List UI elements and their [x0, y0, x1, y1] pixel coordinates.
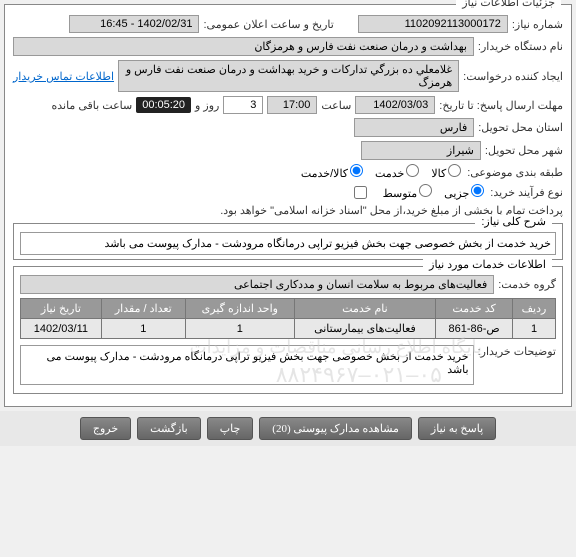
announce-date-value: 1402/02/31 - 16:45 — [69, 15, 199, 33]
buyer-org-value: بهداشت و درمان صنعت نفت فارس و هرمزگان — [13, 37, 474, 56]
table-row: 1ص-86-861فعالیت‌های بیمارستانی111402/03/… — [21, 319, 556, 339]
general-desc-title: شرح کلی نیاز: — [475, 215, 552, 228]
subject-radio-label-0: کالا — [431, 168, 446, 180]
purchase-radio-1[interactable] — [419, 184, 432, 197]
subject-radio-label-2: کالا/خدمت — [301, 168, 348, 180]
table-cell: 1 — [513, 319, 556, 339]
service-group-label: گروه خدمت: — [498, 278, 556, 291]
subject-radio-0[interactable] — [448, 164, 461, 177]
countdown-timer: 00:05:20 — [136, 97, 191, 113]
table-header-4: تعداد / مقدار — [101, 299, 185, 319]
services-panel: اطلاعات خدمات مورد نیاز گروه خدمت: فعالی… — [13, 266, 563, 394]
purchase-type-row: نوع فرآیند خرید: جزییمتوسط پرداخت تمام ی… — [13, 184, 563, 217]
table-header-1: کد خدمت — [436, 299, 513, 319]
subject-radio-1[interactable] — [406, 164, 419, 177]
city-label: شهر محل تحویل: — [485, 144, 563, 157]
table-header-5: تاریخ نیاز — [21, 299, 102, 319]
subject-type-row: طبقه بندی موضوعی: کالا خدمت کالا/خدمت — [13, 164, 563, 180]
purchase-type-label: نوع فرآیند خرید: — [490, 186, 563, 199]
city-value: شیراز — [361, 141, 481, 160]
subject-radio-label-1: خدمت — [375, 168, 404, 180]
attachments-button[interactable]: مشاهده مدارک پیوستی (20) — [259, 417, 412, 440]
buyer-contact-link[interactable]: اطلاعات تماس خریدار — [13, 70, 114, 83]
purchase-radio-label-0: جزیی — [444, 188, 469, 200]
purchase-radio-label-1: متوسط — [383, 188, 418, 200]
province-value: فارس — [354, 118, 474, 137]
table-header-3: واحد اندازه گیری — [185, 299, 294, 319]
treasury-checkbox[interactable] — [354, 186, 367, 199]
table-cell: 1 — [101, 319, 185, 339]
back-button[interactable]: بازگشت — [137, 417, 201, 440]
province-label: استان محل تحویل: — [478, 121, 563, 134]
subject-radio-2[interactable] — [350, 164, 363, 177]
buyer-notes-label: توضیحات خریدار: — [478, 345, 556, 358]
deadline-time-label: ساعت — [321, 99, 351, 112]
print-button[interactable]: چاپ — [207, 417, 254, 440]
table-cell: ص-86-861 — [436, 319, 513, 339]
general-desc-panel: شرح کلی نیاز: خرید خدمت از بخش خصوصی جهت… — [13, 223, 563, 260]
table-cell: فعالیت‌های بیمارستانی — [294, 319, 435, 339]
table-header-0: ردیف — [513, 299, 556, 319]
services-table: ردیفکد خدمتنام خدمتواحد اندازه گیریتعداد… — [20, 298, 556, 339]
service-group-value: فعالیت‌های مربوط به سلامت انسان و مددکار… — [20, 275, 494, 294]
announce-date-label: تاریخ و ساعت اعلان عمومی: — [203, 18, 333, 31]
purchase-radio-0[interactable] — [471, 184, 484, 197]
buyer-notes-text: خرید خدمت از بخش خصوصی جهت بخش فیزیو ترا… — [47, 351, 469, 376]
deadline-label: مهلت ارسال پاسخ: تا تاریخ: — [439, 99, 563, 112]
deadline-time: 17:00 — [267, 96, 317, 114]
button-row: پاسخ به نیاز مشاهده مدارک پیوستی (20) چا… — [0, 411, 576, 446]
deadline-date: 1402/03/03 — [355, 96, 435, 114]
table-cell: 1 — [185, 319, 294, 339]
table-header-2: نام خدمت — [294, 299, 435, 319]
buyer-org-label: نام دستگاه خریدار: — [478, 40, 563, 53]
table-cell: 1402/03/11 — [21, 319, 102, 339]
deadline-remain-label: ساعت باقی مانده — [51, 99, 132, 112]
need-details-panel: جزئیات اطلاعات نیاز شماره نیاز: 11020921… — [4, 4, 572, 407]
deadline-days: 3 — [223, 96, 263, 114]
subject-type-label: طبقه بندی موضوعی: — [467, 166, 563, 179]
requester-label: ایجاد کننده درخواست: — [463, 70, 563, 83]
need-no-value: 1102092113000172 — [358, 15, 508, 33]
respond-button[interactable]: پاسخ به نیاز — [418, 417, 496, 440]
deadline-days-label: روز و — [195, 99, 219, 112]
buyer-notes-box: خرید خدمت از بخش خصوصی جهت بخش فیزیو ترا… — [20, 345, 474, 385]
services-title: اطلاعات خدمات مورد نیاز — [423, 258, 552, 271]
exit-button[interactable]: خروج — [80, 417, 131, 440]
general-desc-text: خرید خدمت از بخش خصوصی جهت بخش فیزیو ترا… — [20, 232, 556, 255]
requester-value: غلامعلي ده بزرگي تدارکات و خريد بهداشت و… — [118, 60, 459, 92]
need-no-label: شماره نیاز: — [512, 18, 563, 31]
panel-title: جزئیات اطلاعات نیاز — [456, 0, 561, 9]
